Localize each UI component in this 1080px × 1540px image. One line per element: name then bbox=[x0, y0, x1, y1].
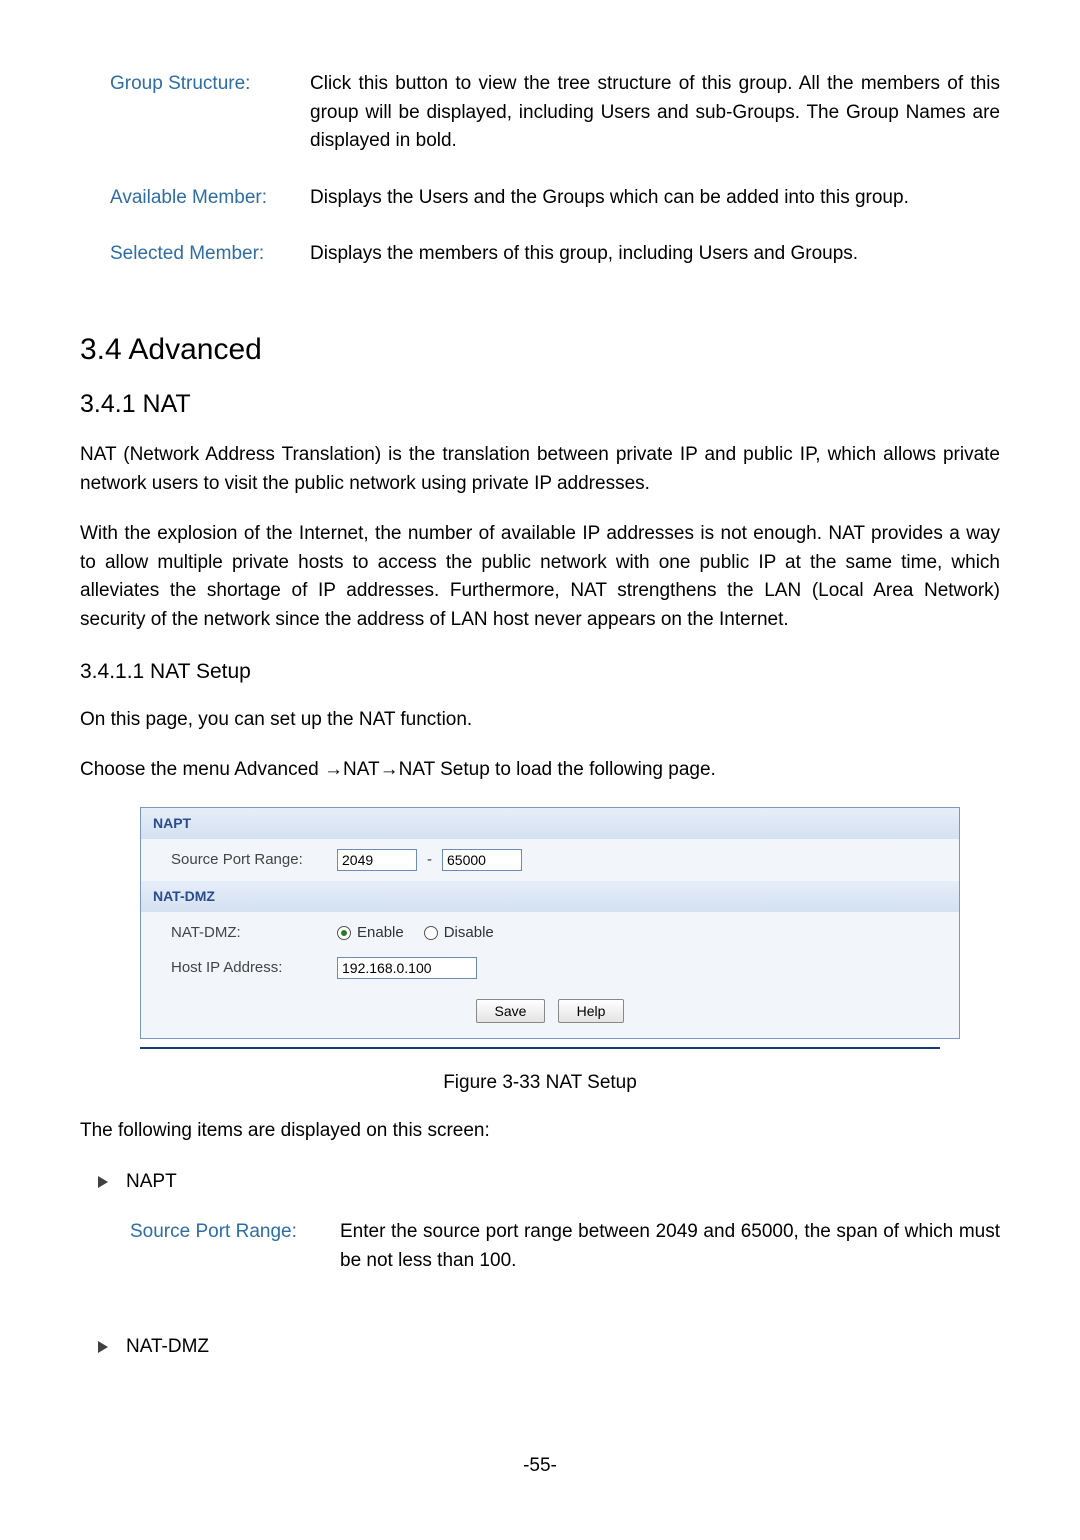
disable-label: Disable bbox=[444, 922, 494, 945]
definition-desc: Displays the Users and the Groups which … bbox=[310, 184, 1000, 241]
source-port-label: Source Port Range: bbox=[171, 849, 331, 872]
definition-desc: Displays the members of this group, incl… bbox=[310, 240, 1000, 297]
range-dash: - bbox=[427, 849, 432, 872]
enable-label: Enable bbox=[357, 922, 404, 945]
save-button[interactable]: Save bbox=[476, 999, 546, 1023]
definition-term: Available Member: bbox=[80, 184, 310, 241]
heading-subsubsection: 3.4.1.1 NAT Setup bbox=[80, 656, 1000, 688]
definition-row: Selected Member: Displays the members of… bbox=[80, 240, 1000, 297]
natdmz-row: NAT-DMZ: Enable Disable bbox=[141, 912, 959, 955]
heading-subsection: 3.4.1 NAT bbox=[80, 386, 1000, 424]
natdmz-header: NAT-DMZ bbox=[141, 881, 959, 912]
paragraph: With the explosion of the Internet, the … bbox=[80, 520, 1000, 634]
definition-desc: Click this button to view the tree struc… bbox=[310, 70, 1000, 184]
page-number: -55- bbox=[80, 1452, 1000, 1481]
triangle-icon bbox=[98, 1176, 108, 1188]
source-port-row: Source Port Range: - bbox=[141, 839, 959, 882]
nat-setup-figure: NAPT Source Port Range: - NAT-DMZ NAT-DM… bbox=[140, 807, 960, 1039]
paragraph: Choose the menu Advanced →NAT→NAT Setup … bbox=[80, 756, 1000, 785]
port-to-input[interactable] bbox=[442, 849, 522, 871]
hostip-label: Host IP Address: bbox=[171, 957, 331, 980]
definition-term: Source Port Range: bbox=[80, 1218, 340, 1303]
bullet-natdmz: NAT-DMZ bbox=[98, 1333, 1000, 1362]
figure-separator bbox=[140, 1047, 940, 1053]
bullet-label: NAT-DMZ bbox=[126, 1333, 209, 1362]
definition-row: Group Structure: Click this button to vi… bbox=[80, 70, 1000, 184]
paragraph: On this page, you can set up the NAT fun… bbox=[80, 706, 1000, 735]
definition-term: Group Structure: bbox=[80, 70, 310, 184]
paragraph: NAT (Network Address Translation) is the… bbox=[80, 441, 1000, 498]
definition-list: Group Structure: Click this button to vi… bbox=[80, 70, 1000, 297]
hostip-input[interactable] bbox=[337, 957, 477, 979]
source-port-def: Source Port Range: Enter the source port… bbox=[80, 1218, 1000, 1303]
figure-caption: Figure 3-33 NAT Setup bbox=[80, 1069, 1000, 1098]
definition-term: Selected Member: bbox=[80, 240, 310, 297]
definition-row: Available Member: Displays the Users and… bbox=[80, 184, 1000, 241]
port-from-input[interactable] bbox=[337, 849, 417, 871]
ui-panel: NAPT Source Port Range: - NAT-DMZ NAT-DM… bbox=[140, 807, 960, 1039]
natdmz-label: NAT-DMZ: bbox=[171, 922, 331, 945]
disable-radio[interactable] bbox=[424, 926, 438, 940]
paragraph: The following items are displayed on thi… bbox=[80, 1117, 1000, 1146]
triangle-icon bbox=[98, 1341, 108, 1353]
definition-desc: Enter the source port range between 2049… bbox=[340, 1218, 1000, 1303]
heading-section: 3.4 Advanced bbox=[80, 327, 1000, 372]
hostip-row: Host IP Address: bbox=[141, 955, 959, 990]
enable-radio[interactable] bbox=[337, 926, 351, 940]
napt-header: NAPT bbox=[141, 808, 959, 839]
help-button[interactable]: Help bbox=[558, 999, 625, 1023]
definition-row: Source Port Range: Enter the source port… bbox=[80, 1218, 1000, 1303]
bullet-napt: NAPT bbox=[98, 1168, 1000, 1197]
button-row: Save Help bbox=[141, 989, 959, 1038]
bullet-label: NAPT bbox=[126, 1168, 177, 1197]
